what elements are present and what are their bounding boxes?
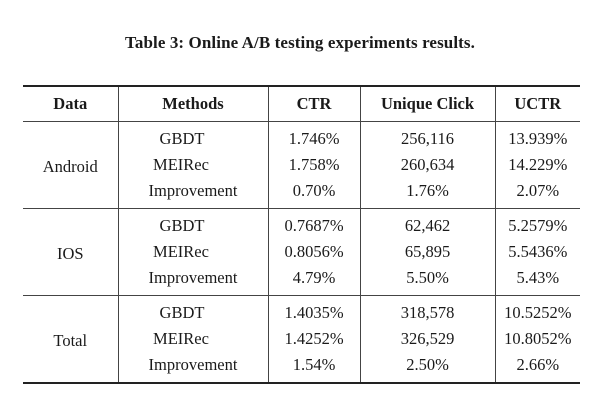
table-row: Total GBDT 1.4035% 318,578 10.5252% [23,295,580,383]
method-cell: GBDT [118,121,269,152]
method-cell: GBDT [118,295,269,326]
ctr-cell: 1.4252% [268,326,361,352]
unique-click-cell: 62,462 [360,208,496,239]
table-row: IOS GBDT 0.7687% 62,462 5.2579% [23,208,580,296]
unique-click-cell: 318,578 [360,295,496,326]
data-label-ios: IOS [23,208,119,296]
table-row: MEIRec 1.758% 260,634 14.229% [23,152,580,178]
header-data: Data [23,86,119,122]
method-cell: GBDT [118,208,269,239]
ctr-cell: 1.746% [268,121,361,152]
table-caption: Table 3: Online A/B testing experiments … [124,33,475,52]
table-row: Improvement 1.54% 2.50% 2.66% [23,352,580,383]
uctr-cell: 5.43% [516,268,560,287]
table-row: Android GBDT 1.746% 256,116 13.939% [23,121,580,209]
table-header-row: Data Methods CTR Unique Click UCTR [23,86,580,122]
table-row: MEIRec 0.8056% 65,895 5.5436% [23,239,580,265]
method-cell: MEIRec [118,326,269,352]
header-ctr: CTR [268,86,361,122]
uctr-cell: 2.07% [516,181,560,200]
method-cell: Improvement [118,265,269,296]
ctr-cell: 1.758% [268,152,361,178]
method-cell: MEIRec [118,152,269,178]
uctr-cell: 13.939% [508,129,568,148]
table-row: MEIRec 1.4252% 326,529 10.8052% [23,326,580,352]
group-total: Total GBDT 1.4035% 318,578 10.5252% MEIR… [23,295,580,383]
table-row: Improvement 0.70% 1.76% 2.07% [23,178,580,209]
uctr-cell: 5.2579% [508,216,568,235]
uctr-cell: 5.5436% [508,242,568,261]
ctr-cell: 0.70% [268,178,361,209]
ctr-cell: 0.7687% [268,208,361,239]
results-table: Data Methods CTR Unique Click UCTR Andro… [23,85,580,384]
ctr-cell: 1.4035% [268,295,361,326]
data-label-total: Total [23,295,119,383]
uctr-cell: 2.66% [516,355,560,374]
unique-click-cell: 2.50% [360,352,496,383]
ctr-cell: 4.79% [268,265,361,296]
header-methods: Methods [118,86,269,122]
method-cell: Improvement [118,352,269,383]
unique-click-cell: 1.76% [360,178,496,209]
uctr-cell: 10.5252% [504,303,572,322]
unique-click-cell: 326,529 [360,326,496,352]
unique-click-cell: 260,634 [360,152,496,178]
group-ios: IOS GBDT 0.7687% 62,462 5.2579% MEIRec 0… [23,208,580,296]
data-label-android: Android [23,121,119,209]
ctr-cell: 1.54% [268,352,361,383]
unique-click-cell: 5.50% [360,265,496,296]
group-android: Android GBDT 1.746% 256,116 13.939% MEIR… [23,121,580,209]
method-cell: MEIRec [118,239,269,265]
table-row: Improvement 4.79% 5.50% 5.43% [23,265,580,296]
method-cell: Improvement [118,178,269,209]
uctr-cell: 10.8052% [504,329,572,348]
header-unique-click: Unique Click [360,86,496,122]
unique-click-cell: 256,116 [360,121,496,152]
ctr-cell: 0.8056% [268,239,361,265]
uctr-cell: 14.229% [508,155,568,174]
unique-click-cell: 65,895 [360,239,496,265]
header-uctr: UCTR [514,94,562,113]
